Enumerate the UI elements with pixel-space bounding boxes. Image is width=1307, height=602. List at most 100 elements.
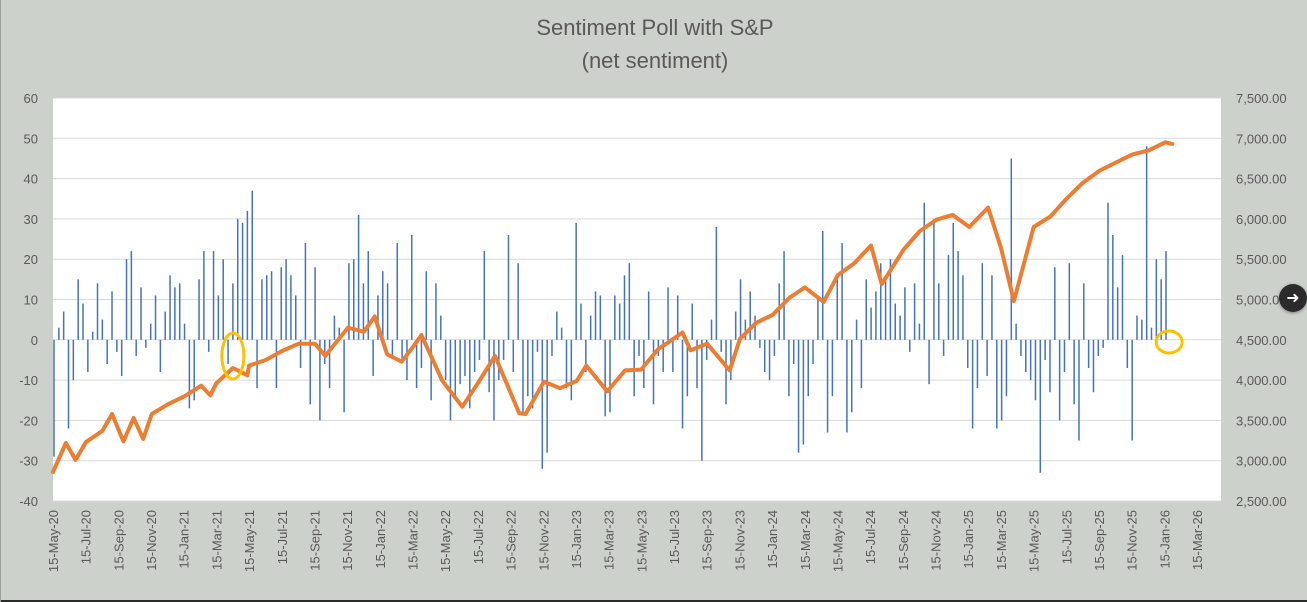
x-tick-label: 15-Mar-24	[798, 510, 813, 570]
arrow-right-icon: ➜	[1286, 290, 1300, 307]
sentiment-bar	[261, 279, 263, 340]
sentiment-bar	[430, 339, 432, 401]
sentiment-bar	[333, 315, 336, 340]
sentiment-bar	[556, 311, 558, 340]
sentiment-bar	[599, 295, 602, 340]
sentiment-bar	[705, 339, 708, 360]
sentiment-bar	[875, 291, 877, 340]
sentiment-bar	[120, 339, 123, 377]
x-tick-label: 15-Mar-23	[602, 510, 617, 570]
x-tick-label: 15-Jan-24	[765, 510, 780, 569]
sentiment-bar	[483, 251, 486, 340]
sentiment-bar	[1044, 339, 1046, 360]
sentiment-bar	[319, 339, 321, 421]
sentiment-bar	[164, 311, 166, 340]
sentiment-bar	[831, 339, 834, 397]
sentiment-bar	[662, 339, 664, 373]
sentiment-bar	[241, 222, 244, 340]
sentiment-bar	[1141, 319, 1143, 340]
sentiment-bar	[324, 339, 326, 364]
sentiment-bar	[449, 339, 452, 421]
sentiment-bar	[952, 222, 955, 340]
sentiment-bar	[135, 339, 137, 356]
sentiment-bar	[217, 295, 220, 340]
sentiment-bar	[691, 303, 693, 340]
sentiment-bar	[1054, 267, 1056, 340]
sentiment-bar	[720, 339, 722, 352]
sentiment-bar	[145, 339, 147, 348]
sentiment-bar	[981, 263, 984, 340]
x-tick-label: 15-Nov-23	[732, 510, 747, 571]
sentiment-bar	[923, 202, 926, 340]
left-y-tick-label: 0	[31, 333, 38, 348]
sentiment-bar	[1058, 339, 1061, 421]
x-tick-label: 15-Mar-26	[1190, 510, 1205, 570]
sentiment-bar	[986, 339, 988, 377]
sentiment-bar	[169, 275, 171, 340]
sentiment-bar	[570, 339, 573, 401]
x-tick-label: 15-Jan-25	[961, 510, 976, 569]
sentiment-bar	[512, 339, 515, 373]
sentiment-bar	[198, 279, 200, 340]
sentiment-bar	[938, 283, 940, 340]
left-border	[0, 0, 1, 602]
sentiment-bar	[67, 339, 70, 429]
sentiment-bar	[638, 339, 640, 356]
sentiment-bar	[154, 295, 157, 340]
left-y-tick-label: -30	[19, 454, 38, 469]
x-tick-label: 15-Sep-22	[504, 510, 519, 571]
sentiment-bar	[1102, 339, 1104, 348]
sentiment-bar	[904, 287, 906, 340]
right-y-tick-label: 4,500.00	[1236, 333, 1287, 348]
highlight-circles	[220, 329, 1184, 381]
sentiment-bar	[1039, 339, 1042, 473]
right-axis-labels: 7,500.00 7,000.00 6,500.00 6,000.00 5,500.00…	[1236, 91, 1287, 509]
x-tick-label: 15-Jan-23	[569, 510, 584, 569]
x-tick-label: 15-Nov-25	[1125, 510, 1140, 571]
next-arrow-button[interactable]: ➜	[1279, 284, 1307, 312]
sentiment-bar	[396, 243, 399, 340]
sentiment-bar	[251, 190, 253, 340]
sentiment-bar	[159, 339, 162, 373]
sentiment-bar	[1005, 339, 1008, 397]
sentiment-bar	[478, 339, 481, 360]
sentiment-bar	[744, 319, 747, 340]
sentiment-bar	[77, 279, 79, 340]
sentiment-bar	[285, 259, 287, 340]
sentiment-bar	[420, 339, 423, 369]
sentiment-bar	[372, 339, 374, 377]
sentiment-bar	[1049, 339, 1051, 393]
chart-title: Sentiment Poll with S&P	[536, 15, 773, 40]
sentiment-bar	[232, 283, 234, 340]
sentiment-bar	[469, 339, 471, 409]
sentiment-bar	[314, 267, 316, 340]
left-y-tick-label: 40	[24, 172, 38, 187]
sentiment-bar	[338, 327, 340, 340]
sentiment-bar	[1116, 287, 1119, 340]
sentiment-bar	[183, 323, 186, 340]
sentiment-bar	[1136, 315, 1138, 340]
sentiment-bar	[846, 339, 848, 433]
sentiment-bar	[72, 339, 75, 381]
sentiment-bar	[140, 287, 142, 340]
sentiment-bar	[536, 339, 539, 352]
bottom-border	[0, 600, 1307, 602]
sentiment-bar	[111, 291, 113, 340]
sentiment-bar	[1000, 339, 1003, 421]
sentiment-bar	[817, 299, 819, 340]
sentiment-bar	[957, 251, 959, 340]
sentiment-bar	[894, 303, 896, 340]
sentiment-bar	[812, 339, 814, 364]
sentiment-bar	[551, 339, 553, 356]
sentiment-bar	[464, 339, 466, 377]
sentiment-bar	[594, 291, 597, 340]
x-tick-label: 15-Jul-20	[79, 510, 94, 564]
sentiment-bar	[652, 339, 655, 405]
sentiment-bar	[623, 275, 626, 340]
sentiment-bar	[884, 275, 887, 340]
sentiment-bar	[130, 251, 133, 340]
x-tick-label: 15-May-20	[46, 510, 61, 572]
sentiment-bar	[149, 323, 152, 340]
